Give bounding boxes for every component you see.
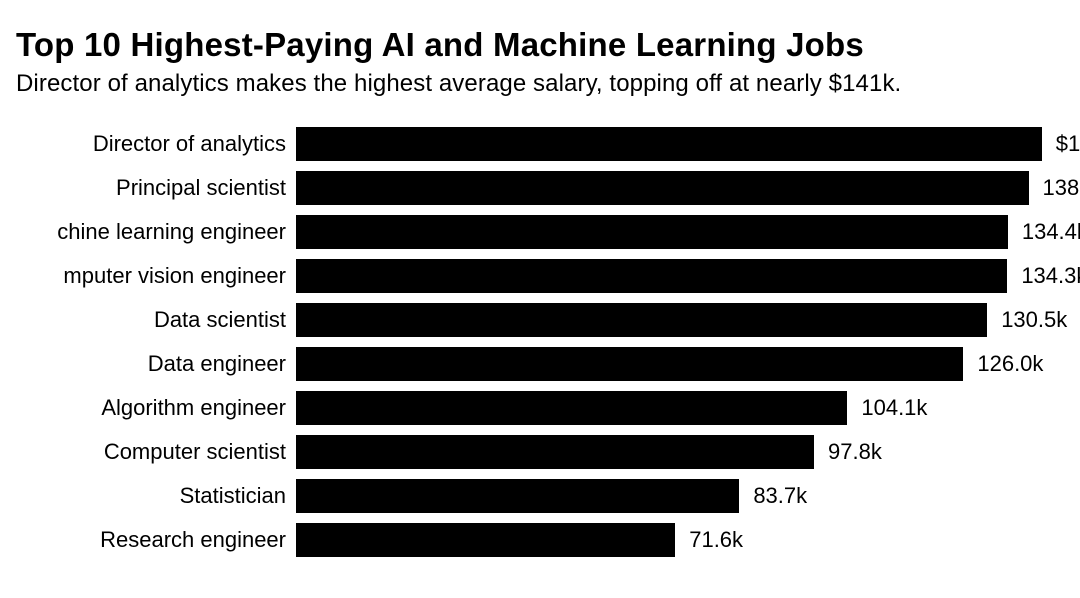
chart-title: Top 10 Highest-Paying AI and Machine Lea… bbox=[16, 26, 1064, 64]
bar bbox=[296, 523, 675, 557]
bar-value: 83.7k bbox=[753, 483, 807, 509]
bar-track: 126.0k bbox=[296, 342, 1064, 386]
bar-value: 126.0k bbox=[977, 351, 1043, 377]
bar-track: 97.8k bbox=[296, 430, 1064, 474]
bar-chart: Director of analytics$140.8kPrincipal sc… bbox=[16, 122, 1064, 562]
bar-label: Director of analytics bbox=[16, 131, 296, 157]
bar bbox=[296, 435, 814, 469]
bar-row: Data engineer 126.0k bbox=[16, 342, 1064, 386]
bar bbox=[296, 347, 963, 381]
bar-label: mputer vision engineer bbox=[16, 263, 296, 289]
bar bbox=[296, 171, 1029, 205]
chart-page: Top 10 Highest-Paying AI and Machine Lea… bbox=[0, 0, 1080, 598]
bar-row: Research engineer 71.6k bbox=[16, 518, 1064, 562]
bar-label: Algorithm engineer bbox=[16, 395, 296, 421]
bar-track: 130.5k bbox=[296, 298, 1067, 342]
bar-value: 97.8k bbox=[828, 439, 882, 465]
bar-row: Statistician 83.7k bbox=[16, 474, 1064, 518]
bar-label: Principal scientist bbox=[16, 175, 296, 201]
bar-label: Research engineer bbox=[16, 527, 296, 553]
bar-value: 134.3k bbox=[1021, 263, 1080, 289]
bar-value: 134.4k bbox=[1022, 219, 1080, 245]
bar-value: 71.6k bbox=[689, 527, 743, 553]
bar bbox=[296, 127, 1042, 161]
bar-value: 130.5k bbox=[1001, 307, 1067, 333]
bar-label: Data engineer bbox=[16, 351, 296, 377]
bar-value: 104.1k bbox=[861, 395, 927, 421]
bar bbox=[296, 391, 847, 425]
bar-label: Statistician bbox=[16, 483, 296, 509]
bar-row: mputer vision engineer134.3k bbox=[16, 254, 1064, 298]
bar-row: Algorithm engineer 104.1k bbox=[16, 386, 1064, 430]
bar-value: 138.3k bbox=[1043, 175, 1080, 201]
bar bbox=[296, 479, 739, 513]
bar-label: chine learning engineer bbox=[16, 219, 296, 245]
bar-row: chine learning engineer134.4k bbox=[16, 210, 1064, 254]
bar-row: Data scientist 130.5k bbox=[16, 298, 1064, 342]
bar bbox=[296, 215, 1008, 249]
bar-row: Principal scientist138.3k bbox=[16, 166, 1064, 210]
bar-track: $140.8k bbox=[296, 122, 1080, 166]
bar-label: Data scientist bbox=[16, 307, 296, 333]
bar-track: 138.3k bbox=[296, 166, 1080, 210]
bar bbox=[296, 303, 987, 337]
bar-track: 134.3k bbox=[296, 254, 1080, 298]
bar bbox=[296, 259, 1007, 293]
bar-value: $140.8k bbox=[1056, 131, 1080, 157]
bar-track: 71.6k bbox=[296, 518, 1064, 562]
chart-subtitle: Director of analytics makes the highest … bbox=[16, 70, 1064, 98]
bar-track: 104.1k bbox=[296, 386, 1064, 430]
bar-label: Computer scientist bbox=[16, 439, 296, 465]
bar-row: Director of analytics$140.8k bbox=[16, 122, 1064, 166]
bar-track: 134.4k bbox=[296, 210, 1080, 254]
bar-row: Computer scientist 97.8k bbox=[16, 430, 1064, 474]
bar-track: 83.7k bbox=[296, 474, 1064, 518]
